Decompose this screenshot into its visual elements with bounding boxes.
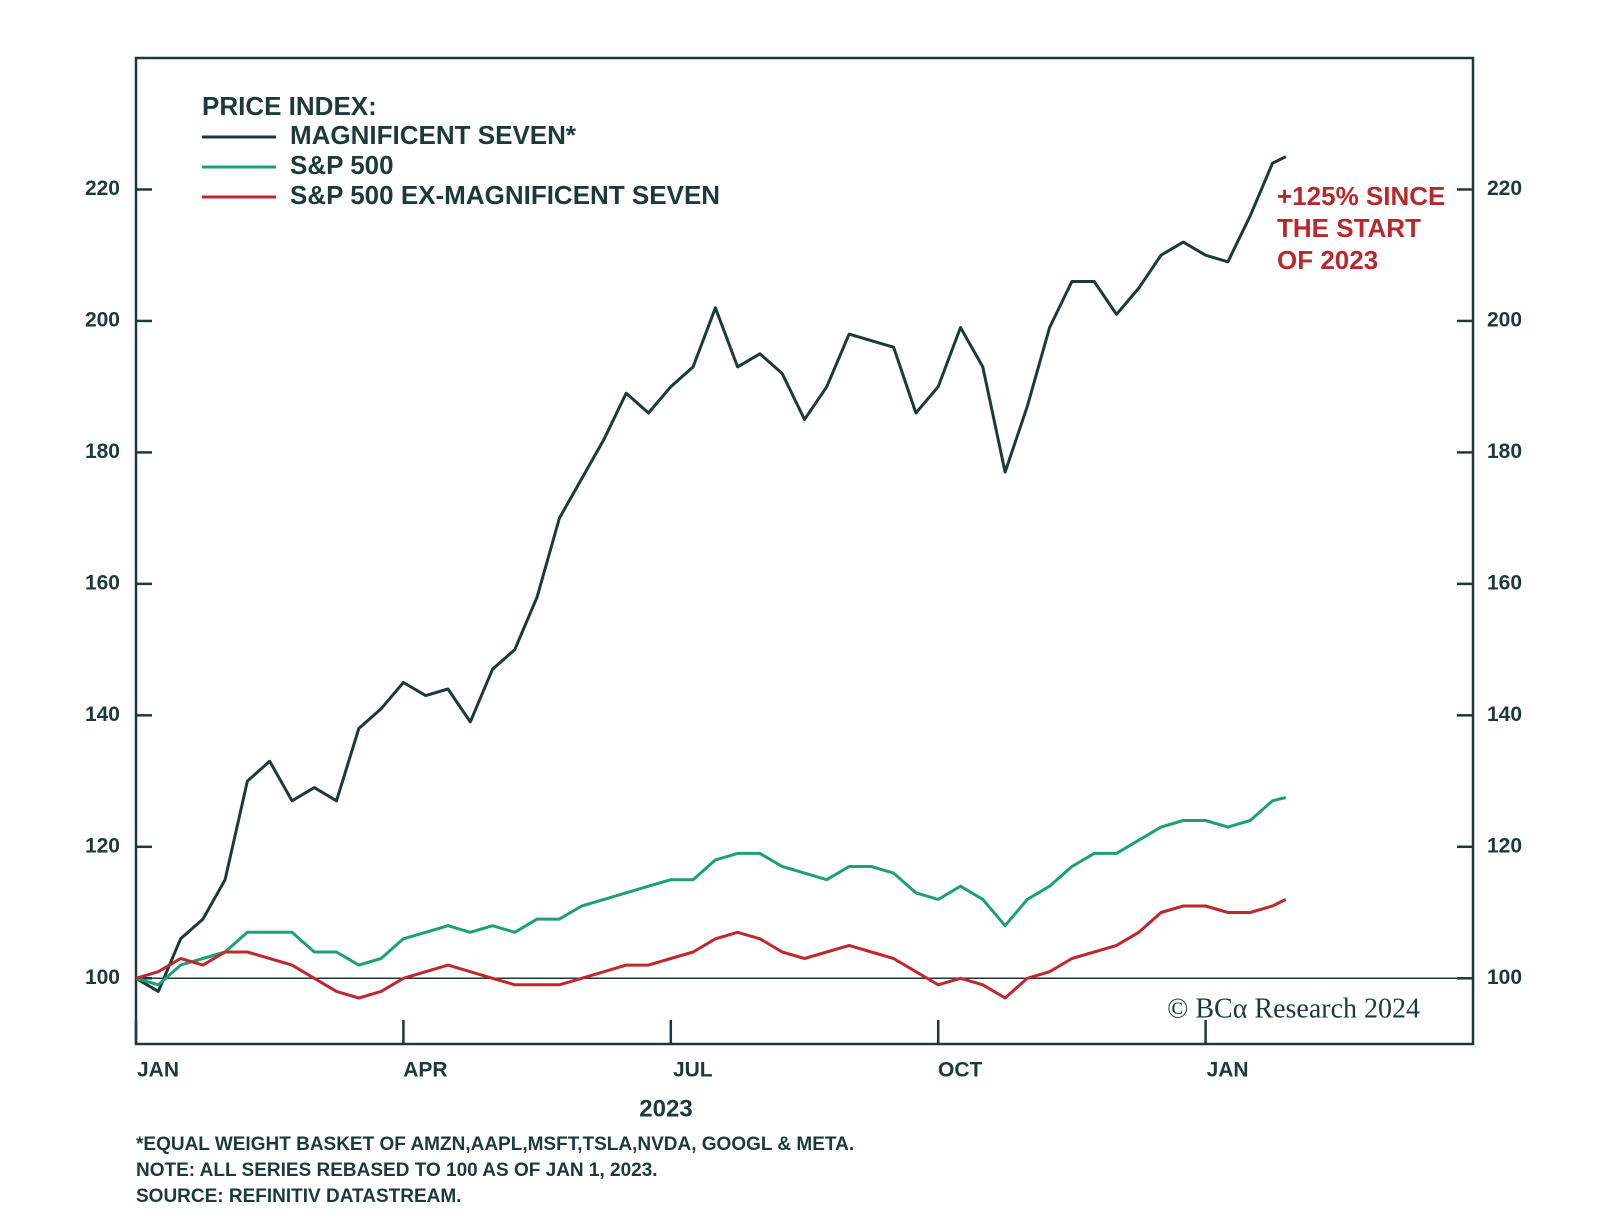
y2-tick-label: 220 xyxy=(1487,177,1522,200)
plot-frame xyxy=(134,56,1475,1046)
y2-tick-label: 100 xyxy=(1487,966,1522,989)
legend-label: S&P 500 EX-MAGNIFICENT SEVEN xyxy=(290,180,720,210)
legend-title: PRICE INDEX: xyxy=(202,91,377,121)
y-tick-label: 120 xyxy=(85,834,120,857)
legend-label: MAGNIFICENT SEVEN* xyxy=(290,120,577,150)
y-tick-label: 220 xyxy=(85,177,120,200)
y-tick-label: 140 xyxy=(85,703,120,726)
x-tick-label: JUL xyxy=(673,1059,713,1082)
y-tick-label: 100 xyxy=(85,966,120,989)
footnote: *EQUAL WEIGHT BASKET OF AMZN,AAPL,MSFT,T… xyxy=(136,1134,854,1155)
y-tick-label: 160 xyxy=(85,571,120,594)
x-tick-label: JAN xyxy=(137,1059,179,1082)
watermark: © BCα Research 2024 xyxy=(1167,993,1420,1024)
y2-tick-label: 200 xyxy=(1487,308,1522,331)
series-line xyxy=(135,796,1287,987)
y-tick-label: 180 xyxy=(85,440,120,463)
series-line xyxy=(135,898,1287,1000)
y2-tick-label: 160 xyxy=(1487,571,1522,594)
annotation: THE START xyxy=(1277,213,1421,243)
x-tick-label: OCT xyxy=(938,1059,983,1082)
x-axis-label: 2023 xyxy=(639,1095,692,1122)
annotation: OF 2023 xyxy=(1277,245,1378,275)
footnote: SOURCE: REFINITIV DATASTREAM. xyxy=(136,1186,461,1207)
legend-label: S&P 500 xyxy=(290,150,394,180)
y2-tick-label: 120 xyxy=(1487,834,1522,857)
y2-tick-label: 180 xyxy=(1487,440,1522,463)
annotation: +125% SINCE xyxy=(1277,181,1445,211)
y2-tick-label: 140 xyxy=(1487,703,1522,726)
y-tick-label: 200 xyxy=(85,308,120,331)
footnote: NOTE: ALL SERIES REBASED TO 100 AS OF JA… xyxy=(136,1160,658,1181)
series-line xyxy=(135,155,1287,993)
x-tick-label: JAN xyxy=(1207,1059,1249,1082)
x-tick-label: APR xyxy=(403,1059,447,1082)
